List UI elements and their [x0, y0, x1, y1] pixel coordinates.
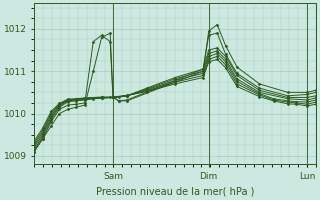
X-axis label: Pression niveau de la mer( hPa ): Pression niveau de la mer( hPa )	[96, 187, 254, 197]
